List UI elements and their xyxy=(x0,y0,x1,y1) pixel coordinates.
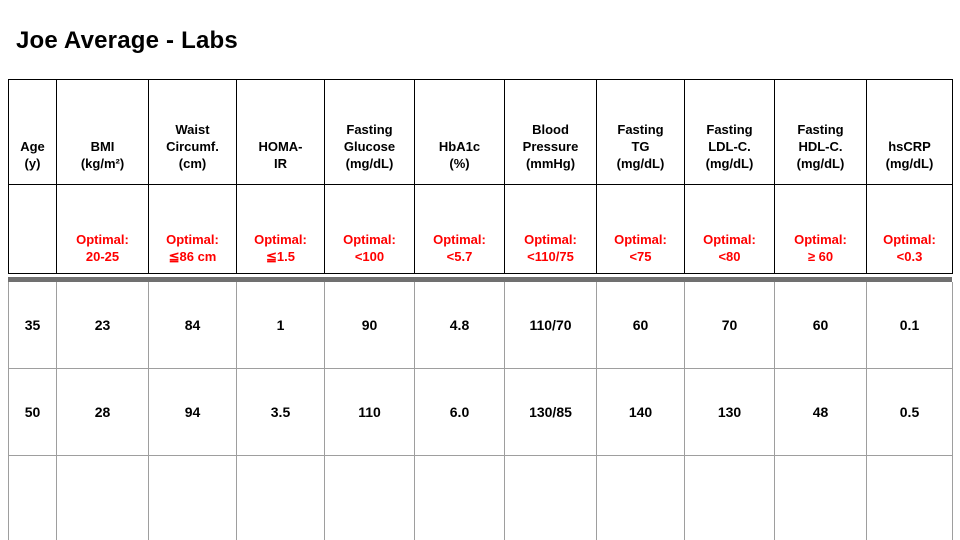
section-divider-bar xyxy=(8,277,952,282)
optimal-cell-bmi: Optimal: 20-25 xyxy=(56,184,149,274)
data-cell xyxy=(148,455,237,540)
data-cell xyxy=(596,455,685,540)
labs-table: Age (y) BMI (kg/m²) Waist Circumf. (cm) … xyxy=(8,79,953,540)
data-row-patient-35: 35 23 84 1 90 4.8 110/70 60 70 60 0.1 xyxy=(8,282,953,369)
data-cell: 130/85 xyxy=(504,368,597,456)
data-cell: 0.5 xyxy=(866,368,953,456)
optimal-cell-fasting-ldl: Optimal: <80 xyxy=(684,184,775,274)
data-cell: 3.5 xyxy=(236,368,325,456)
data-cell: 60 xyxy=(774,282,867,369)
data-row-empty xyxy=(8,455,953,540)
header-cell-bmi: BMI (kg/m²) xyxy=(56,79,149,185)
data-cell xyxy=(866,455,953,540)
header-cell-blood-pressure: Blood Pressure (mmHg) xyxy=(504,79,597,185)
optimal-cell-fasting-tg: Optimal: <75 xyxy=(596,184,685,274)
data-cell: 60 xyxy=(596,282,685,369)
header-row: Age (y) BMI (kg/m²) Waist Circumf. (cm) … xyxy=(8,79,953,185)
data-cell: 110 xyxy=(324,368,415,456)
data-cell xyxy=(8,455,57,540)
header-cell-fasting-ldl: Fasting LDL-C. (mg/dL) xyxy=(684,79,775,185)
data-cell xyxy=(504,455,597,540)
data-cell: 84 xyxy=(148,282,237,369)
data-cell: 140 xyxy=(596,368,685,456)
data-cell: 23 xyxy=(56,282,149,369)
section-divider-gap xyxy=(8,274,952,277)
data-cell: 90 xyxy=(324,282,415,369)
data-cell: 70 xyxy=(684,282,775,369)
header-cell-age: Age (y) xyxy=(8,79,57,185)
data-cell: 35 xyxy=(8,282,57,369)
data-cell: 94 xyxy=(148,368,237,456)
data-cell: 0.1 xyxy=(866,282,953,369)
optimal-cell-age xyxy=(8,184,57,274)
optimal-cell-blood-pressure: Optimal: <110/75 xyxy=(504,184,597,274)
optimal-cell-hba1c: Optimal: <5.7 xyxy=(414,184,505,274)
data-cell: 48 xyxy=(774,368,867,456)
page-title: Joe Average - Labs xyxy=(16,27,238,54)
header-cell-fasting-hdl: Fasting HDL-C. (mg/dL) xyxy=(774,79,867,185)
header-cell-waist: Waist Circumf. (cm) xyxy=(148,79,237,185)
data-cell: 1 xyxy=(236,282,325,369)
header-cell-hscrp: hsCRP (mg/dL) xyxy=(866,79,953,185)
optimal-cell-fasting-hdl: Optimal: ≥ 60 xyxy=(774,184,867,274)
data-cell: 4.8 xyxy=(414,282,505,369)
optimal-row: Optimal: 20-25 Optimal: ≦86 cm Optimal: … xyxy=(8,184,953,274)
data-cell: 50 xyxy=(8,368,57,456)
data-cell xyxy=(236,455,325,540)
optimal-cell-homa-ir: Optimal: ≦1.5 xyxy=(236,184,325,274)
header-cell-fasting-tg: Fasting TG (mg/dL) xyxy=(596,79,685,185)
data-cell xyxy=(324,455,415,540)
header-cell-homa-ir: HOMA- IR xyxy=(236,79,325,185)
data-cell: 110/70 xyxy=(504,282,597,369)
header-cell-hba1c: HbA1c (%) xyxy=(414,79,505,185)
data-cell xyxy=(774,455,867,540)
labs-table-data-section: 35 23 84 1 90 4.8 110/70 60 70 60 0.1 50… xyxy=(8,282,953,540)
optimal-cell-hscrp: Optimal: <0.3 xyxy=(866,184,953,274)
data-cell: 130 xyxy=(684,368,775,456)
data-cell: 6.0 xyxy=(414,368,505,456)
data-cell: 28 xyxy=(56,368,149,456)
data-row-patient-50: 50 28 94 3.5 110 6.0 130/85 140 130 48 0… xyxy=(8,368,953,456)
optimal-cell-fasting-glucose: Optimal: <100 xyxy=(324,184,415,274)
data-cell xyxy=(684,455,775,540)
header-cell-fasting-glucose: Fasting Glucose (mg/dL) xyxy=(324,79,415,185)
labs-table-header-section: Age (y) BMI (kg/m²) Waist Circumf. (cm) … xyxy=(8,79,953,274)
data-cell xyxy=(56,455,149,540)
optimal-cell-waist: Optimal: ≦86 cm xyxy=(148,184,237,274)
data-cell xyxy=(414,455,505,540)
